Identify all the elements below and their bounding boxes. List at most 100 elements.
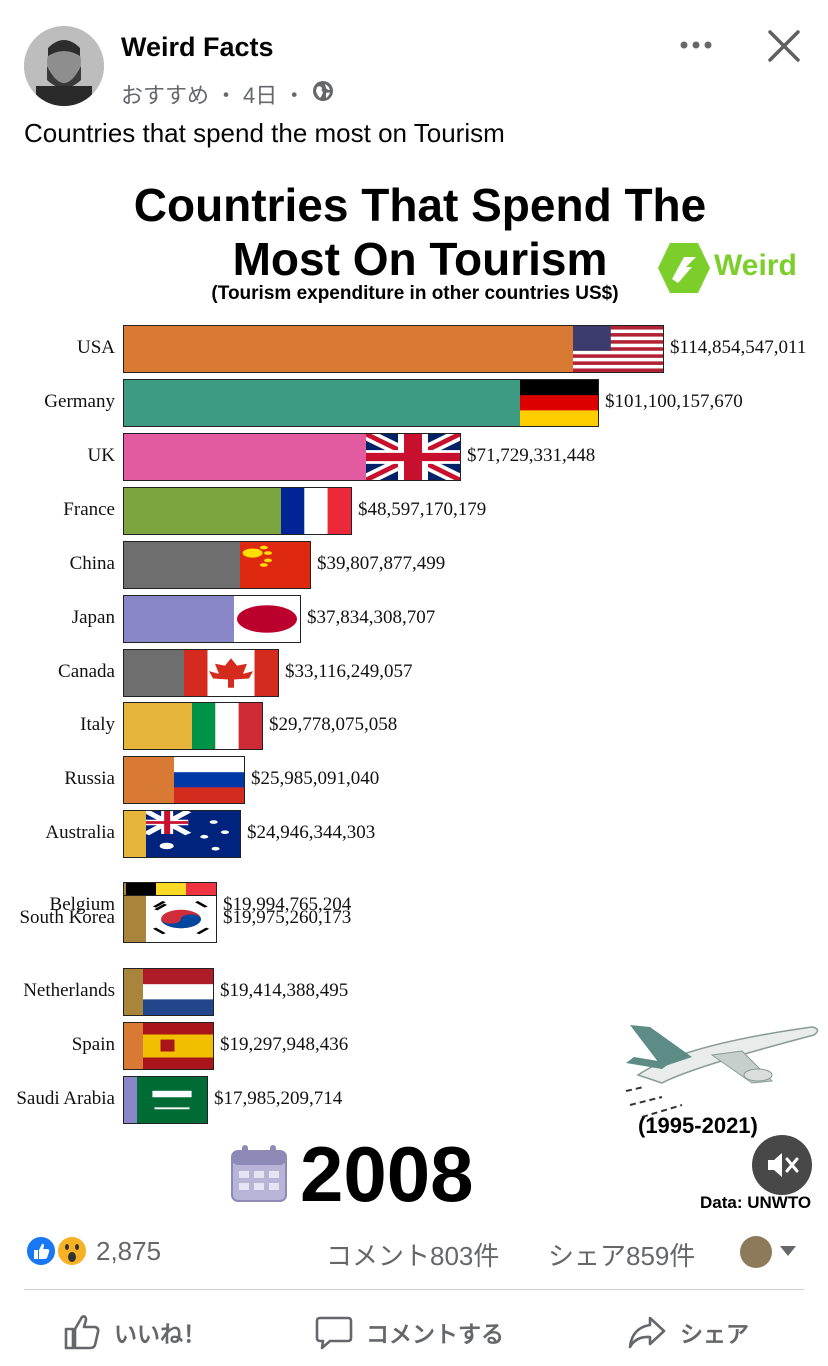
muted-speaker-icon[interactable] xyxy=(752,1135,812,1195)
current-year: 2008 xyxy=(300,1130,474,1210)
reaction-avatar[interactable] xyxy=(740,1236,772,1268)
bar-saudi-arabia xyxy=(123,1076,208,1124)
bar-value-usa: $114,854,547,011 xyxy=(670,337,807,358)
bar-label-belgium: Belgium xyxy=(49,894,115,915)
bar-value-south-korea: $19,975,260,173 xyxy=(223,907,352,928)
bar-value-saudi-arabia: $17,985,209,714 xyxy=(214,1088,343,1109)
year-range: (1995-2021) xyxy=(638,1113,758,1138)
globe-icon xyxy=(311,79,335,109)
bar-value-russia: $25,985,091,040 xyxy=(251,768,380,789)
meta-separator-2: ・ xyxy=(283,83,306,108)
bar-value-france: $48,597,170,179 xyxy=(358,499,487,520)
bar-spain xyxy=(123,1022,214,1070)
comment-count[interactable]: コメント803件 xyxy=(326,1241,500,1271)
comment-label: コメントする xyxy=(366,1321,504,1347)
chart-subtitle: (Tourism expenditure in other countries … xyxy=(211,283,619,304)
page-avatar[interactable] xyxy=(24,26,104,106)
bar-label-china: China xyxy=(69,553,115,574)
bar-value-japan: $37,834,308,707 xyxy=(307,607,436,628)
bar-value-australia: $24,946,344,303 xyxy=(247,822,376,843)
share-label: シェア xyxy=(680,1321,749,1347)
bar-label-russia: Russia xyxy=(64,768,115,789)
data-source: Data: UNWTO xyxy=(700,1193,812,1210)
bar-france xyxy=(123,487,352,535)
bar-italy xyxy=(123,702,263,750)
russia-flag-icon xyxy=(174,757,244,803)
bar-value-germany: $101,100,157,670 xyxy=(605,391,743,412)
saudi-arabia-flag-icon xyxy=(137,1077,207,1123)
airplane-image xyxy=(622,1005,822,1125)
like-button[interactable]: いいね！ xyxy=(62,1312,206,1352)
netherlands-flag-icon xyxy=(143,969,213,1015)
bar-label-australia: Australia xyxy=(45,822,115,843)
italy-flag-icon xyxy=(192,703,262,749)
weird-logo: Weird xyxy=(656,239,810,297)
bar-japan xyxy=(123,595,301,643)
south-korea-flag-icon xyxy=(146,896,216,942)
australia-flag-icon xyxy=(146,811,240,857)
chart-title-line-2: Most On Tourism xyxy=(232,233,608,285)
share-icon xyxy=(628,1316,666,1349)
bar-value-china: $39,807,877,499 xyxy=(317,553,446,574)
reaction-icons[interactable] xyxy=(24,1234,92,1268)
reaction-count[interactable]: 2,875 xyxy=(96,1236,162,1266)
bar-label-south-korea: South Korea xyxy=(19,907,115,928)
action-bar: いいね！ コメントする シェア xyxy=(0,1290,828,1366)
bar-value-italy: $29,778,075,058 xyxy=(269,714,398,735)
spain-flag-icon xyxy=(143,1023,213,1069)
germany-flag-icon xyxy=(520,380,598,426)
china-flag-icon xyxy=(240,542,310,588)
chart-title: Countries That Spend The Most On Tourism xyxy=(60,178,780,286)
logo-text: Weird xyxy=(714,249,797,282)
bar-label-canada: Canada xyxy=(58,661,115,682)
bar-label-france: France xyxy=(63,499,115,520)
like-icon xyxy=(64,1315,100,1350)
weird-logo-icon xyxy=(658,243,710,293)
bar-label-japan: Japan xyxy=(71,607,115,628)
france-flag-icon xyxy=(281,488,351,534)
bar-value-netherlands: $19,414,388,495 xyxy=(220,980,349,1001)
recommended-label: おすすめ xyxy=(121,83,210,108)
close-icon[interactable] xyxy=(760,22,808,70)
calendar-icon xyxy=(228,1143,290,1205)
bar-usa xyxy=(123,325,664,373)
japan-flag-icon xyxy=(234,596,300,642)
bar-value-spain: $19,297,948,436 xyxy=(220,1034,349,1055)
usa-flag-icon xyxy=(573,326,663,372)
bar-netherlands xyxy=(123,968,214,1016)
bar-label-italy: Italy xyxy=(80,714,115,735)
bar-uk xyxy=(123,433,461,481)
bar-label-usa: USA xyxy=(76,337,115,358)
bar-australia xyxy=(123,810,241,858)
post-caption: Countries that spend the most on Tourism xyxy=(24,118,505,148)
bar-label-germany: Germany xyxy=(44,391,115,412)
meta-separator: ・ xyxy=(215,83,238,108)
uk-flag-icon xyxy=(366,434,460,480)
bar-label-saudi-arabia: Saudi Arabia xyxy=(16,1088,115,1109)
canada-flag-icon xyxy=(184,650,278,696)
bar-russia xyxy=(123,756,245,804)
video-player[interactable]: Countries That Spend The Most On Tourism… xyxy=(0,175,828,1210)
share-count[interactable]: シェア859件 xyxy=(548,1241,696,1271)
bar-label-uk: UK xyxy=(87,445,115,466)
comment-button[interactable]: コメントする xyxy=(314,1312,504,1352)
divider xyxy=(24,1289,804,1290)
post-time[interactable]: 4日 xyxy=(243,83,278,108)
page-name[interactable]: Weird Facts xyxy=(121,32,274,62)
bar-south-korea xyxy=(123,895,217,943)
more-options-icon[interactable] xyxy=(674,30,718,60)
share-button[interactable]: シェア xyxy=(626,1312,749,1352)
comment-icon xyxy=(315,1316,353,1350)
like-label: いいね！ xyxy=(114,1321,206,1347)
chevron-down-icon[interactable] xyxy=(778,1244,798,1263)
bar-germany xyxy=(123,379,599,427)
bar-value-canada: $33,116,249,057 xyxy=(285,661,413,682)
bar-label-spain: Spain xyxy=(71,1034,115,1055)
bar-canada xyxy=(123,649,279,697)
bar-value-uk: $71,729,331,448 xyxy=(467,445,596,466)
engagement-bar: 2,875 コメント803件 シェア859件 xyxy=(0,1210,828,1290)
bar-china xyxy=(123,541,311,589)
post-meta: おすすめ ・ 4日 ・ xyxy=(121,78,335,110)
chart-title-line-1: Countries That Spend The xyxy=(133,179,707,231)
post-header: Weird Facts おすすめ ・ 4日 ・ Countries that s… xyxy=(0,0,828,175)
